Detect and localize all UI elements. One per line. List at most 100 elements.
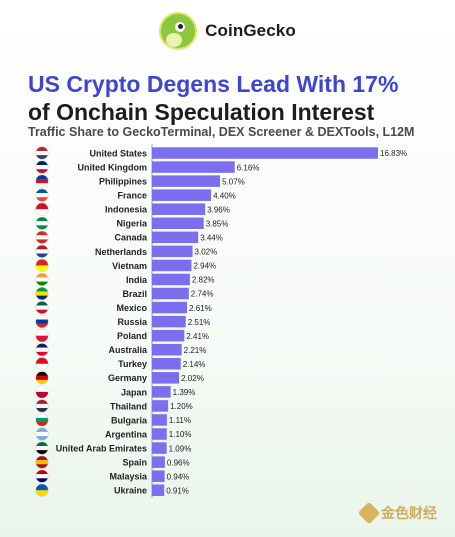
chart-subtitle: Traffic Share to GeckoTerminal, DEX Scre… (28, 125, 415, 139)
bar (152, 147, 378, 159)
value-label: 2.21% (184, 346, 207, 355)
value-label: 2.02% (181, 374, 204, 383)
value-label: 0.94% (167, 472, 190, 481)
bar (152, 259, 192, 272)
bar (152, 484, 165, 496)
gecko-logo-icon (159, 12, 198, 50)
flag-in-icon (35, 272, 49, 287)
category-label: Bulgaria (111, 415, 148, 425)
flag-ca-icon (35, 230, 49, 244)
value-label: 6.16% (237, 163, 260, 172)
category-label: Malaysia (109, 472, 148, 482)
value-label: 16.83% (380, 149, 407, 158)
category-label: Canada (114, 233, 148, 243)
value-label: 3.44% (200, 234, 223, 243)
category-label: Mexico (116, 303, 147, 313)
flag-ru-icon (35, 315, 49, 329)
brand-name: CoinGecko (205, 21, 296, 40)
flag-ua-icon (35, 483, 49, 497)
value-label: 2.51% (188, 318, 211, 327)
bar (152, 386, 171, 398)
bar (152, 442, 167, 454)
value-label: 1.09% (169, 444, 192, 453)
bar (152, 329, 185, 342)
category-label: Poland (117, 331, 147, 341)
flag-gb-icon (35, 160, 49, 174)
category-label: Vietnam (112, 261, 147, 271)
bar (152, 189, 212, 201)
category-label: Thailand (110, 401, 147, 411)
value-label: 2.14% (183, 360, 206, 369)
bar (152, 315, 186, 328)
bar (152, 400, 169, 412)
bar (152, 372, 180, 384)
value-label: 0.96% (167, 458, 190, 467)
category-label: United States (89, 148, 147, 158)
flag-nl-icon (35, 244, 49, 258)
bar (152, 343, 182, 356)
bar (152, 358, 181, 370)
flag-ar-icon (35, 427, 49, 441)
category-label: Netherlands (95, 247, 147, 257)
flag-jp-icon (35, 385, 49, 399)
flag-fr-icon (35, 188, 49, 202)
flag-th-icon (35, 399, 49, 413)
watermark-text: 金色财经 (381, 505, 437, 521)
bar (152, 217, 204, 230)
category-label: Turkey (118, 359, 147, 369)
category-label: United Kingdom (78, 162, 148, 172)
bar (152, 428, 167, 440)
value-label: 2.94% (193, 262, 216, 271)
value-label: 3.85% (206, 219, 229, 228)
flag-tr-icon (35, 357, 49, 371)
value-label: 0.91% (166, 486, 189, 495)
flag-us-icon (35, 146, 49, 160)
category-label: United Arab Emirates (56, 443, 147, 453)
bar (152, 414, 167, 426)
category-label: Ukraine (114, 486, 147, 496)
bar (152, 273, 190, 286)
category-label: India (126, 275, 148, 285)
bar (152, 245, 193, 258)
bar (152, 287, 189, 300)
category-label: Australia (108, 345, 148, 355)
value-label: 1.10% (169, 430, 192, 439)
chart-title-line1: US Crypto Degens Lead With 17% (28, 71, 399, 97)
value-label: 5.07% (222, 177, 245, 186)
flag-my-icon (35, 469, 49, 483)
category-label: Nigeria (116, 219, 148, 229)
category-label: Germany (108, 373, 147, 383)
value-label: 3.02% (195, 248, 218, 257)
value-label: 3.96% (207, 205, 230, 214)
category-label: Indonesia (105, 205, 148, 215)
flag-pl-icon (35, 329, 49, 343)
flag-vn-icon (35, 258, 49, 272)
watermark: 金色财经 (357, 501, 437, 525)
value-label: 1.20% (170, 402, 193, 411)
bar (152, 456, 165, 468)
value-label: 1.11% (169, 416, 191, 425)
bar (152, 175, 221, 187)
value-label: 2.61% (189, 304, 212, 313)
value-label: 1.39% (173, 388, 196, 397)
category-label: Argentina (105, 429, 148, 439)
brand-header: CoinGecko (0, 12, 455, 50)
category-label: France (117, 191, 147, 201)
category-label: Spain (122, 458, 147, 468)
flag-mx-icon (35, 301, 49, 315)
bar (152, 470, 165, 482)
value-label: 2.41% (186, 332, 209, 341)
flag-ae-icon (35, 441, 49, 455)
chart-title-line2: of Onchain Speculation Interest (28, 99, 375, 125)
flag-de-icon (35, 371, 49, 385)
bar (152, 231, 199, 244)
flag-id-icon (35, 202, 49, 216)
watermark-logo-icon (357, 501, 381, 525)
bar (152, 161, 235, 173)
value-label: 2.82% (192, 276, 215, 285)
flag-bg-icon (35, 413, 49, 427)
category-label: Philippines (99, 177, 147, 187)
bar (152, 301, 188, 314)
flag-ph-icon (35, 174, 49, 188)
